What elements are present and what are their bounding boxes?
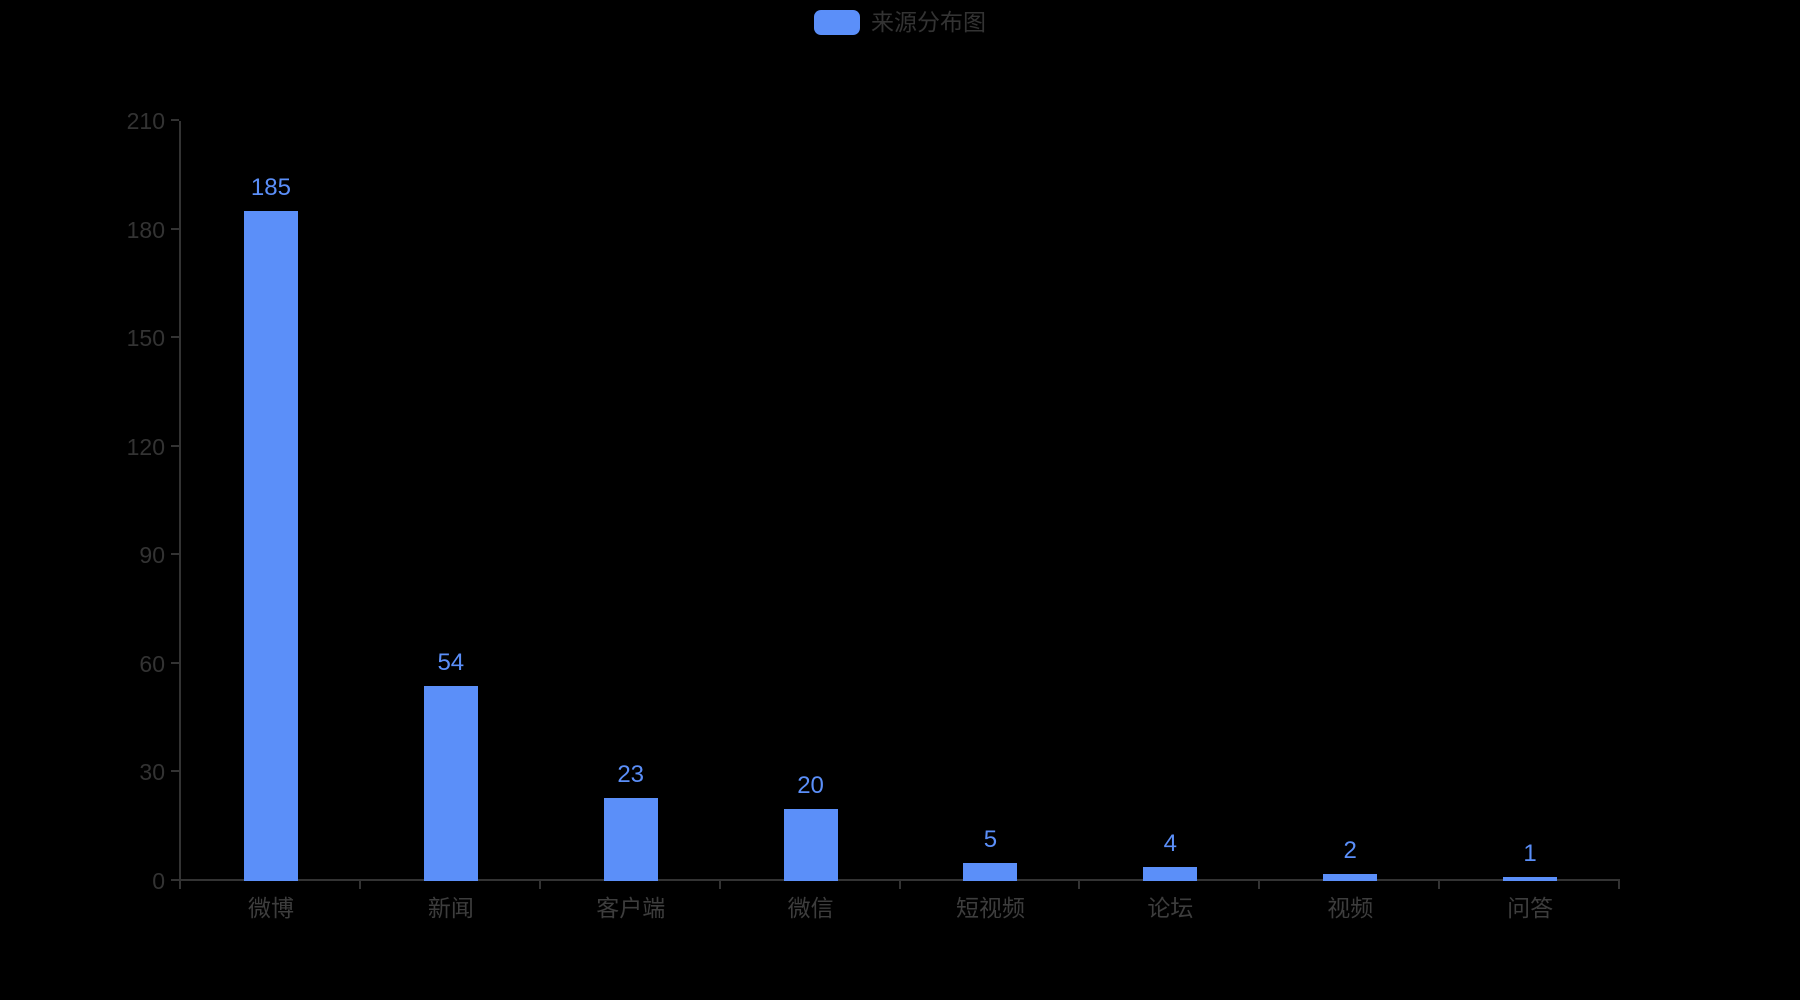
- bar-视频[interactable]: [1323, 873, 1378, 881]
- bar-问答[interactable]: [1503, 877, 1558, 881]
- x-axis-tick: [1078, 881, 1081, 889]
- legend-label[interactable]: 来源分布图: [871, 9, 986, 35]
- y-axis-label: 30: [139, 759, 165, 786]
- x-axis-tick: [898, 881, 901, 889]
- bar-value-label: 4: [1163, 829, 1177, 857]
- y-axis-tick: [171, 770, 179, 773]
- x-axis-category-label: 客户端: [596, 895, 666, 921]
- x-axis-category-label: 微信: [787, 895, 834, 921]
- x-axis-tick: [538, 881, 541, 889]
- bar-value-label: 23: [617, 760, 645, 788]
- bar-微信[interactable]: [783, 808, 838, 881]
- x-axis-category-label: 问答: [1507, 895, 1554, 921]
- y-axis-tick: [171, 444, 179, 447]
- x-axis-tick: [1618, 881, 1620, 889]
- y-axis-label: 120: [126, 433, 165, 460]
- x-axis-line: [179, 879, 1620, 881]
- bar-新闻[interactable]: [423, 685, 478, 881]
- y-axis-label: 210: [126, 108, 165, 134]
- x-axis-category-label: 视频: [1327, 895, 1374, 921]
- x-axis-category-label: 论坛: [1147, 895, 1194, 921]
- bar-value-label: 20: [797, 771, 824, 799]
- bar-value-label: 2: [1343, 836, 1357, 864]
- bar-微博[interactable]: [243, 211, 298, 881]
- x-axis-tick: [1258, 881, 1261, 889]
- x-axis-tick: [358, 881, 361, 889]
- legend-item[interactable]: 来源分布图: [814, 8, 986, 36]
- x-axis-tick: [1438, 881, 1441, 889]
- y-axis-tick: [171, 879, 179, 881]
- x-axis-category-label: 微博: [247, 895, 294, 921]
- y-axis-label: 180: [126, 216, 165, 243]
- y-axis-label: 150: [126, 325, 165, 352]
- y-axis-tick: [171, 336, 179, 339]
- bar-短视频[interactable]: [963, 862, 1018, 881]
- x-axis-category-label: 短视频: [955, 895, 1025, 921]
- y-axis-label: 0: [152, 868, 165, 894]
- y-axis-tick: [171, 553, 179, 556]
- bar-value-label: 5: [983, 825, 998, 853]
- bar-value-label: 185: [250, 174, 291, 202]
- y-axis-tick: [171, 661, 179, 664]
- bar-value-label: 54: [437, 648, 465, 676]
- x-axis-category-label: 新闻: [427, 895, 474, 921]
- bar-客户端[interactable]: [603, 797, 658, 881]
- x-axis-tick: [718, 881, 721, 889]
- y-axis-line: [179, 121, 181, 889]
- legend-marker-icon[interactable]: [814, 9, 860, 35]
- bar-value-label: 1: [1523, 840, 1537, 868]
- bar-论坛[interactable]: [1143, 866, 1198, 881]
- y-axis-label: 60: [139, 650, 165, 677]
- y-axis-label: 90: [139, 542, 165, 569]
- y-axis-tick: [171, 227, 179, 230]
- y-axis-tick: [171, 119, 179, 121]
